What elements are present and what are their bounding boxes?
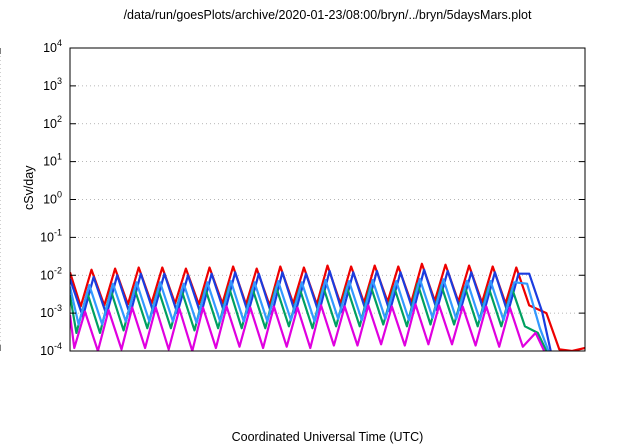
series-line-4 <box>70 303 546 351</box>
chart-title: /data/run/goesPlots/archive/2020-01-23/0… <box>123 8 532 22</box>
x-axis-label: Coordinated Universal Time (UTC) <box>231 430 424 444</box>
y-tick-label: 100 <box>43 190 62 207</box>
series-layer <box>70 262 585 351</box>
y-tick-label: 10-1 <box>40 227 62 244</box>
axis-layer: 10-410-310-210-11001011021031042020-1-19… <box>0 38 585 362</box>
y-tick-label: 103 <box>43 76 62 93</box>
series-line-3 <box>70 282 548 351</box>
y-tick-label: 104 <box>43 38 62 55</box>
y-tick-label: 101 <box>43 152 62 169</box>
series-line-5 <box>70 277 550 351</box>
y-tick-label: 10-3 <box>40 303 62 320</box>
series-line-1 <box>70 262 585 351</box>
y-tick-label: 10-2 <box>40 265 62 282</box>
series-line-2 <box>70 268 552 351</box>
y-tick-label: 10-4 <box>40 341 62 358</box>
y-tick-label: 102 <box>43 114 62 131</box>
